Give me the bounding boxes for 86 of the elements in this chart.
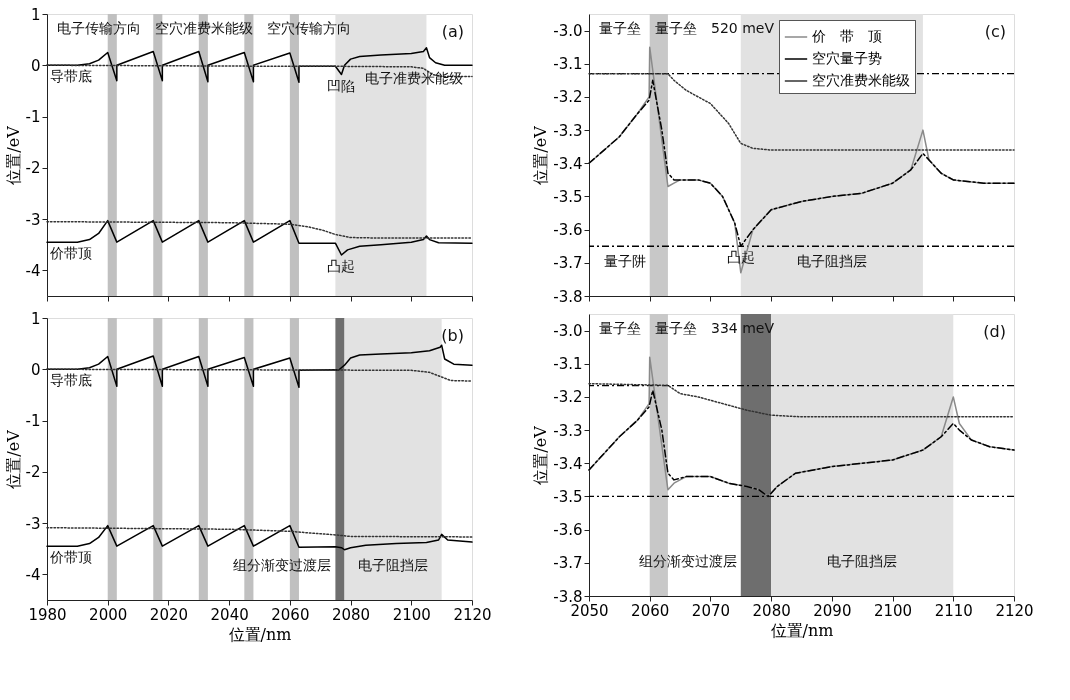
- y-tick-label: 1: [30, 309, 41, 328]
- y-tick-label: 1: [30, 5, 41, 24]
- annotation: 520 meV: [711, 20, 775, 36]
- y-tick-label: -3.4: [553, 454, 583, 473]
- annotation: 空穴准费米能级: [155, 20, 253, 36]
- y-tick-label: -3.3: [553, 421, 583, 440]
- x-axis-title: 位置/nm: [228, 624, 292, 644]
- band-label: 组分渐变过渡层: [233, 557, 332, 574]
- annotation: (a): [441, 22, 464, 41]
- x-tick-label: 2070: [691, 601, 731, 620]
- x-tick-label: 2060: [271, 605, 310, 624]
- line-series: [46, 524, 473, 551]
- y-tick-label: -3.2: [553, 388, 583, 407]
- band-label: 电子阻挡层: [796, 253, 867, 270]
- x-tick-label: 2100: [873, 601, 913, 620]
- line-series: [46, 526, 473, 538]
- y-tick-label: -3.5: [553, 187, 583, 206]
- y-tick-label: -3.7: [553, 254, 583, 273]
- annotation: 凹陷: [327, 77, 356, 94]
- annotation: 凸起: [726, 249, 755, 266]
- legend-label: 空穴量子势: [812, 50, 882, 66]
- y-tick-label: -3.0: [553, 322, 583, 341]
- line-series: [46, 344, 473, 388]
- band-label: 电子阻挡层: [358, 557, 429, 574]
- annotation: 导带底: [50, 68, 93, 85]
- y-tick-label: -3.1: [553, 355, 583, 374]
- annotation: 电子传输方向: [57, 20, 141, 36]
- y-tick-label: -3.1: [553, 55, 583, 74]
- legend-label: 价 带 顶: [811, 28, 882, 44]
- y-tick-label: 0: [30, 56, 41, 75]
- annotation: (b): [441, 326, 464, 345]
- annotation: 空穴传输方向: [267, 20, 351, 36]
- y-tick-label: -3.2: [553, 88, 583, 107]
- x-tick-label: 2080: [331, 605, 371, 624]
- annotation: 量子垒: [599, 20, 641, 36]
- x-tick-label: 2120: [995, 601, 1034, 620]
- annotation: 量子垒: [599, 320, 641, 336]
- x-tick-label: 2100: [392, 605, 431, 624]
- annotation: (c): [984, 22, 1006, 41]
- y-tick-label: -4: [25, 261, 41, 280]
- annotation: 量子垒: [655, 20, 697, 36]
- x-tick-label: 2060: [631, 601, 670, 620]
- x-tick-label: 2040: [210, 605, 249, 624]
- line-series: [588, 389, 1015, 498]
- y-tick-label: -2: [25, 159, 41, 178]
- y-tick-label: -3.8: [553, 287, 583, 306]
- y-tick-label: -3.3: [553, 121, 583, 140]
- y-tick-label: -3.5: [553, 487, 583, 506]
- y-tick-label: -3.6: [553, 221, 583, 240]
- y-tick-label: -4: [25, 565, 41, 584]
- x-tick-label: 2050: [570, 601, 609, 620]
- annotation: 价带顶: [49, 245, 93, 262]
- y-tick-label: -1: [25, 108, 41, 127]
- x-tick-label: 2000: [89, 605, 128, 624]
- x-tick-label: 2020: [149, 605, 189, 624]
- y-tick-label: -3: [25, 514, 41, 533]
- y-tick-label: -3.4: [553, 154, 583, 173]
- y-axis-title: 位置/eV: [531, 425, 551, 485]
- x-tick-label: 2090: [813, 601, 852, 620]
- line-series: [46, 220, 473, 239]
- y-tick-label: 0: [30, 360, 41, 379]
- annotation: 量子垒: [655, 320, 697, 336]
- y-axis-title: 位置/eV: [531, 125, 551, 185]
- x-tick-label: 1980: [28, 605, 67, 624]
- x-tick-label: 2080: [752, 601, 791, 620]
- y-tick-label: -3.7: [553, 554, 583, 573]
- band-label: 电子阻挡层: [827, 553, 898, 570]
- band-label: 组分渐变过渡层: [638, 553, 737, 570]
- annotation: 导带底: [50, 372, 93, 389]
- band-label: 量子阱: [603, 253, 646, 270]
- x-axis-title: 位置/nm: [770, 620, 834, 640]
- line-series: [588, 382, 1015, 418]
- x-tick-label: 2110: [934, 601, 973, 620]
- y-tick-label: -3.6: [553, 521, 583, 540]
- x-tick-label: 2120: [453, 605, 492, 624]
- y-axis-title: 位置/eV: [3, 125, 23, 185]
- legend-label: 空穴准费米能级: [812, 72, 910, 88]
- y-axis-title: 位置/eV: [3, 429, 23, 489]
- annotation: (d): [983, 322, 1006, 341]
- y-tick-label: -1: [25, 412, 41, 431]
- y-tick-label: -3: [25, 210, 41, 229]
- annotation: 价带顶: [49, 549, 93, 566]
- y-tick-label: -2: [25, 463, 41, 482]
- annotation: 凸起: [327, 257, 356, 274]
- line-series: [588, 72, 1015, 151]
- y-tick-label: -3.0: [553, 22, 583, 41]
